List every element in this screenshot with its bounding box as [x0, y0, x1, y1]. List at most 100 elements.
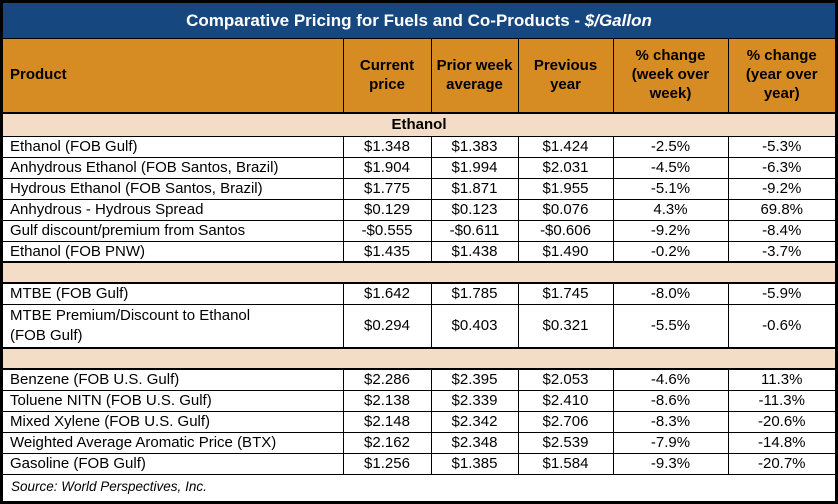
value-cell: $0.123 — [430, 198, 519, 221]
value-cell: $1.994 — [430, 156, 519, 179]
value-cell: -6.3% — [727, 156, 835, 179]
table-row: Mixed Xylene (FOB U.S. Gulf) $2.148 $2.342… — [3, 410, 835, 433]
value-cell: -20.7% — [727, 452, 835, 475]
value-cell: -5.5% — [612, 303, 729, 349]
value-cell: -$0.555 — [342, 219, 432, 242]
table-title-unit: $/Gallon — [584, 10, 652, 30]
value-cell: -7.9% — [612, 431, 729, 454]
value-cell: $1.435 — [342, 240, 432, 263]
table-row: MTBE Premium/Discount to Ethanol (FOB Gu… — [3, 303, 835, 349]
table-row: Anhydrous Ethanol (FOB Santos, Brazil) $1… — [3, 156, 835, 179]
product-name-cell: MTBE (FOB Gulf) — [3, 282, 344, 305]
product-name-cell: Anhydrous - Hydrous Spread — [3, 198, 344, 221]
value-cell: -$0.611 — [430, 219, 519, 242]
value-cell: -2.5% — [612, 135, 729, 158]
value-cell: $2.395 — [430, 368, 519, 391]
column-header-pct-change-yoy: % change (year over year) — [727, 39, 835, 114]
value-cell: $1.438 — [430, 240, 519, 263]
value-cell: $1.955 — [517, 177, 614, 200]
column-header-prior-week-average: Prior week average — [430, 39, 519, 114]
table-row: Ethanol (FOB Gulf) $1.348 $1.383 $1.424 -2.5… — [3, 135, 835, 158]
value-cell: $1.904 — [342, 156, 432, 179]
product-name-cell: Ethanol (FOB PNW) — [3, 240, 344, 263]
value-cell: $2.162 — [342, 431, 432, 454]
value-cell: $0.076 — [517, 198, 614, 221]
product-name-cell: Mixed Xylene (FOB U.S. Gulf) — [3, 410, 344, 433]
value-cell: $1.490 — [517, 240, 614, 263]
value-cell: $2.286 — [342, 368, 432, 391]
value-cell: -5.3% — [727, 135, 835, 158]
value-cell: $1.424 — [517, 135, 614, 158]
pricing-table-body: Ethanol Ethanol (FOB Gulf) $1.348 $1.383 $1.… — [3, 112, 835, 475]
section-header-label: Ethanol — [3, 112, 835, 137]
value-cell: -9.3% — [612, 452, 729, 475]
value-cell: $1.383 — [430, 135, 519, 158]
product-name-cell: MTBE Premium/Discount to Ethanol (FOB Gu… — [3, 303, 344, 349]
source-note: Source: World Perspectives, Inc. — [3, 474, 835, 494]
section-header-row: Ethanol — [3, 112, 835, 137]
table-row: Anhydrous - Hydrous Spread $0.129 $0.123 $0… — [3, 198, 835, 221]
value-cell: $0.403 — [430, 303, 519, 349]
value-cell: $0.294 — [342, 303, 432, 349]
value-cell: $1.871 — [430, 177, 519, 200]
spacer-cell — [3, 261, 835, 284]
value-cell: $2.138 — [342, 389, 432, 412]
value-cell: -4.5% — [612, 156, 729, 179]
value-cell: $1.256 — [342, 452, 432, 475]
product-name-cell: Anhydrous Ethanol (FOB Santos, Brazil) — [3, 156, 344, 179]
value-cell: $1.785 — [430, 282, 519, 305]
value-cell: -8.3% — [612, 410, 729, 433]
value-cell: $1.584 — [517, 452, 614, 475]
value-cell: 4.3% — [612, 198, 729, 221]
value-cell: -9.2% — [612, 219, 729, 242]
value-cell: $0.129 — [342, 198, 432, 221]
spacer-cell — [3, 347, 835, 370]
value-cell: $2.342 — [430, 410, 519, 433]
value-cell: -0.6% — [727, 303, 835, 349]
column-header-current-price: Current price — [342, 39, 432, 114]
spacer-row — [3, 261, 835, 284]
value-cell: -8.4% — [727, 219, 835, 242]
product-name-cell: Gasoline (FOB Gulf) — [3, 452, 344, 475]
table-row: Gasoline (FOB Gulf) $1.256 $1.385 $1.584 -9.… — [3, 452, 835, 475]
value-cell: -3.7% — [727, 240, 835, 263]
value-cell: $1.775 — [342, 177, 432, 200]
table-row: Hydrous Ethanol (FOB Santos, Brazil) $1.7… — [3, 177, 835, 200]
column-header-product: Product — [3, 39, 344, 114]
value-cell: -5.1% — [612, 177, 729, 200]
value-cell: $2.339 — [430, 389, 519, 412]
table-row: Gulf discount/premium from Santos -$0.555… — [3, 219, 835, 242]
product-name-cell: Benzene (FOB U.S. Gulf) — [3, 368, 344, 391]
value-cell: -8.0% — [612, 282, 729, 305]
column-header-previous-year: Previous year — [517, 39, 614, 114]
value-cell: $1.385 — [430, 452, 519, 475]
column-header-row: Product Current price Prior week average… — [3, 39, 835, 114]
value-cell: -20.6% — [727, 410, 835, 433]
table-row: MTBE (FOB Gulf) $1.642 $1.785 $1.745 -8.0% -5… — [3, 282, 835, 305]
value-cell: $2.706 — [517, 410, 614, 433]
value-cell: -4.6% — [612, 368, 729, 391]
value-cell: 69.8% — [727, 198, 835, 221]
value-cell: $2.053 — [517, 368, 614, 391]
value-cell: -8.6% — [612, 389, 729, 412]
table-title-bar: Comparative Pricing for Fuels and Co-Pro… — [3, 3, 835, 39]
table-row: Ethanol (FOB PNW) $1.435 $1.438 $1.490 -0.2%… — [3, 240, 835, 263]
table-row: Benzene (FOB U.S. Gulf) $2.286 $2.395 $2.05… — [3, 368, 835, 391]
value-cell: $2.410 — [517, 389, 614, 412]
product-name-cell: Weighted Average Aromatic Price (BTX) — [3, 431, 344, 454]
product-name-cell: Toluene NITN (FOB U.S. Gulf) — [3, 389, 344, 412]
product-name-cell: Gulf discount/premium from Santos — [3, 219, 344, 242]
table-title: Comparative Pricing for Fuels and Co-Pro… — [186, 10, 585, 30]
value-cell: $2.539 — [517, 431, 614, 454]
value-cell: $0.321 — [517, 303, 614, 349]
value-cell: -9.2% — [727, 177, 835, 200]
table-row: Weighted Average Aromatic Price (BTX) $2.… — [3, 431, 835, 454]
value-cell: $1.745 — [517, 282, 614, 305]
value-cell: $2.148 — [342, 410, 432, 433]
value-cell: -14.8% — [727, 431, 835, 454]
product-name-cell: Hydrous Ethanol (FOB Santos, Brazil) — [3, 177, 344, 200]
value-cell: -$0.606 — [517, 219, 614, 242]
table-row: Toluene NITN (FOB U.S. Gulf) $2.138 $2.339… — [3, 389, 835, 412]
value-cell: $2.031 — [517, 156, 614, 179]
